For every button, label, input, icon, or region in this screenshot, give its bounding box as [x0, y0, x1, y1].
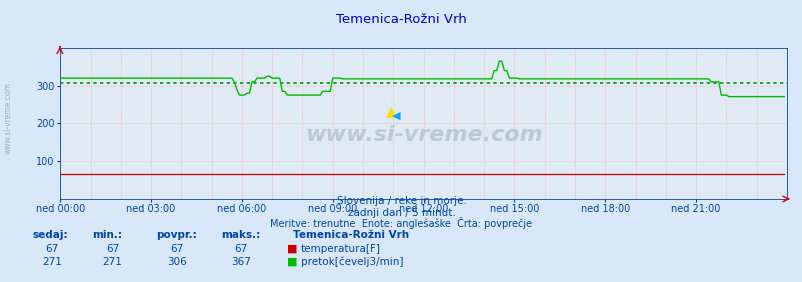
Text: 367: 367 — [231, 257, 250, 267]
Text: pretok[čevelj3/min]: pretok[čevelj3/min] — [301, 257, 403, 267]
Text: 67: 67 — [46, 244, 59, 254]
Text: Slovenija / reke in morje.: Slovenija / reke in morje. — [336, 197, 466, 206]
Text: www.si-vreme.com: www.si-vreme.com — [3, 83, 13, 154]
Text: ▲: ▲ — [385, 104, 395, 118]
Text: ■: ■ — [287, 244, 298, 254]
Text: sedaj:: sedaj: — [32, 230, 67, 240]
Text: ◀: ◀ — [391, 111, 399, 121]
Text: 67: 67 — [106, 244, 119, 254]
Text: 67: 67 — [234, 244, 247, 254]
Text: maks.:: maks.: — [221, 230, 260, 240]
Text: Temenica-Rožni Vrh: Temenica-Rožni Vrh — [293, 230, 409, 240]
Text: ■: ■ — [287, 257, 298, 267]
Text: povpr.:: povpr.: — [156, 230, 197, 240]
Text: min.:: min.: — [92, 230, 122, 240]
Text: 67: 67 — [170, 244, 183, 254]
Text: temperatura[F]: temperatura[F] — [301, 244, 381, 254]
Text: www.si-vreme.com: www.si-vreme.com — [304, 125, 542, 146]
Text: 271: 271 — [103, 257, 122, 267]
Text: 271: 271 — [43, 257, 62, 267]
Text: 306: 306 — [167, 257, 186, 267]
Text: zadnji dan / 5 minut.: zadnji dan / 5 minut. — [347, 208, 455, 218]
Text: Temenica-Rožni Vrh: Temenica-Rožni Vrh — [336, 13, 466, 26]
Text: Meritve: trenutne  Enote: anglešaške  Črta: povprečje: Meritve: trenutne Enote: anglešaške Črta… — [270, 217, 532, 229]
